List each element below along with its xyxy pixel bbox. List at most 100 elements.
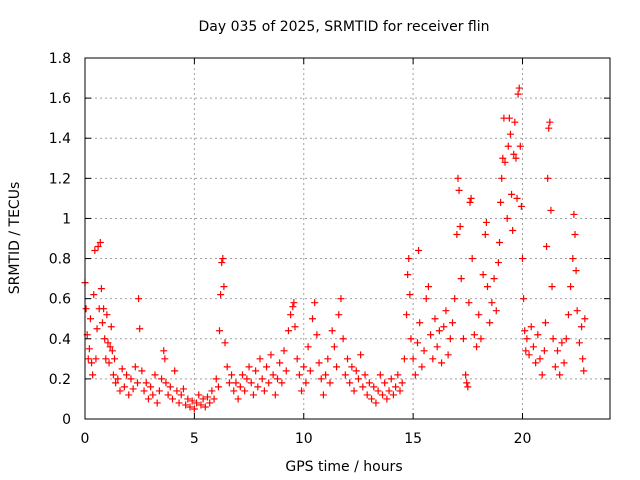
- data-point: [409, 355, 417, 363]
- data-point: [453, 230, 461, 238]
- data-point: [284, 327, 292, 335]
- data-point: [463, 379, 471, 387]
- data-point: [407, 335, 415, 343]
- data-point: [541, 319, 549, 327]
- data-point: [481, 230, 489, 238]
- data-point: [496, 239, 504, 247]
- data-point: [361, 371, 369, 379]
- data-point: [454, 174, 462, 182]
- data-point: [387, 375, 395, 383]
- data-point: [245, 363, 253, 371]
- data-point: [293, 355, 301, 363]
- data-point: [354, 375, 362, 383]
- data-point: [291, 323, 299, 331]
- data-point: [477, 335, 485, 343]
- data-point: [427, 331, 435, 339]
- data-point: [440, 323, 448, 331]
- data-point: [220, 283, 228, 291]
- data-point: [424, 283, 432, 291]
- data-point: [572, 267, 580, 275]
- data-point: [514, 90, 522, 98]
- data-point: [567, 283, 575, 291]
- data-point: [315, 359, 323, 367]
- data-point: [171, 367, 179, 375]
- data-point: [456, 222, 464, 230]
- data-point: [232, 379, 240, 387]
- data-point: [522, 347, 530, 355]
- data-point: [104, 339, 112, 347]
- data-point: [298, 387, 306, 395]
- data-point: [302, 379, 310, 387]
- data-point: [398, 379, 406, 387]
- data-point: [114, 375, 122, 383]
- data-point: [223, 363, 231, 371]
- data-point: [372, 399, 380, 407]
- data-point: [468, 255, 476, 263]
- data-point: [545, 124, 553, 132]
- data-point: [96, 239, 104, 247]
- data-point: [86, 315, 94, 323]
- data-point: [197, 401, 205, 409]
- data-point: [511, 118, 519, 126]
- data-point: [89, 371, 97, 379]
- data-point: [406, 291, 414, 299]
- data-point: [486, 319, 494, 327]
- data-point: [91, 247, 99, 255]
- data-point: [134, 379, 141, 387]
- data-point: [311, 299, 319, 307]
- data-point: [368, 395, 376, 403]
- data-point: [357, 351, 365, 359]
- data-point: [499, 154, 507, 162]
- data-point: [120, 383, 128, 391]
- data-point: [579, 355, 587, 363]
- data-point: [295, 371, 303, 379]
- data-point: [510, 150, 518, 158]
- data-point: [433, 343, 441, 351]
- data-point: [475, 311, 483, 319]
- data-point: [236, 383, 244, 391]
- data-point: [506, 130, 514, 138]
- data-point: [504, 142, 512, 150]
- data-point: [186, 403, 194, 411]
- data-point: [429, 355, 437, 363]
- data-point: [147, 383, 155, 391]
- data-point: [204, 393, 211, 401]
- data-point: [164, 391, 172, 399]
- data-point: [88, 359, 96, 367]
- data-point: [138, 367, 146, 375]
- data-point: [108, 347, 116, 355]
- data-point: [129, 385, 137, 393]
- data-point: [158, 375, 166, 383]
- data-point: [92, 355, 100, 363]
- data-point: [381, 379, 389, 387]
- data-point: [513, 194, 521, 202]
- y-axis-label: SRMTID / TECUs: [7, 182, 23, 295]
- data-point: [525, 351, 533, 359]
- data-point: [543, 243, 551, 251]
- data-point: [276, 359, 284, 367]
- data-points: [81, 84, 589, 413]
- data-point: [116, 387, 124, 395]
- data-point: [282, 367, 290, 375]
- data-point: [383, 395, 391, 403]
- data-point: [184, 395, 192, 403]
- data-point: [199, 395, 207, 403]
- data-point: [241, 387, 249, 395]
- data-point: [337, 295, 345, 303]
- data-point: [328, 327, 336, 335]
- data-point: [105, 359, 113, 367]
- data-point: [247, 379, 255, 387]
- data-point: [400, 355, 408, 363]
- data-point: [84, 355, 92, 363]
- data-point: [505, 114, 513, 122]
- data-point: [173, 387, 181, 395]
- y-tick-label: 0: [62, 412, 71, 428]
- data-point: [330, 343, 338, 351]
- data-point: [179, 385, 187, 393]
- data-point: [208, 387, 216, 395]
- data-point: [394, 371, 402, 379]
- data-point: [571, 230, 579, 238]
- data-point: [309, 315, 316, 323]
- data-point: [438, 359, 446, 367]
